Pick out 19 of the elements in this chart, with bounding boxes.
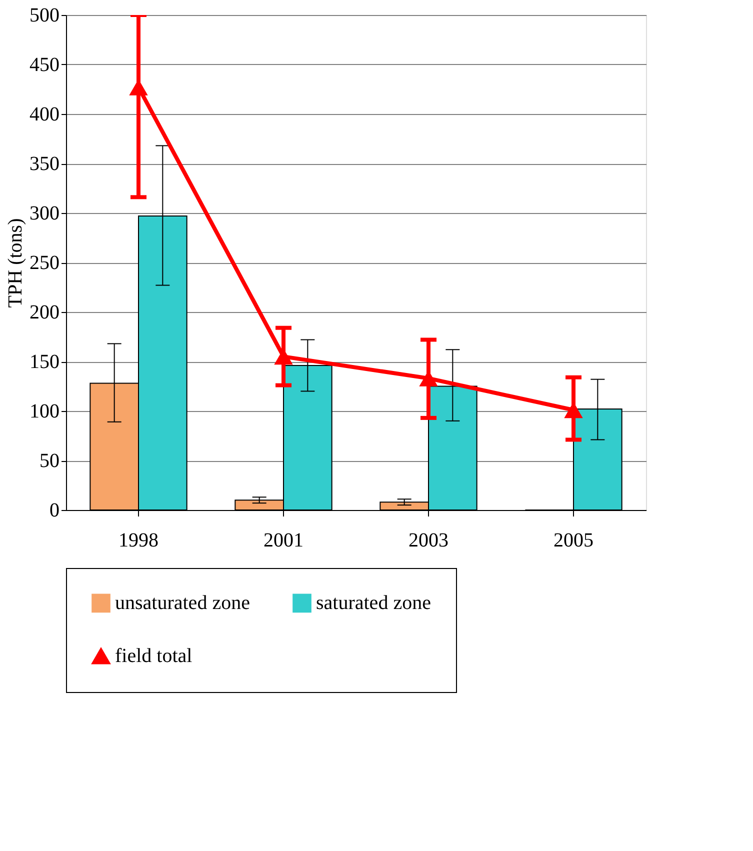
y-tick-label: 0 [50,500,60,522]
y-tick-label: 450 [30,54,60,76]
x-tick-label: 1998 [118,530,158,552]
y-axis-title: TPH (tons) [4,218,26,308]
y-tick-label: 350 [30,153,60,175]
y-tick-label: 50 [40,450,60,472]
legend-label: field total [115,645,193,667]
y-tick-label: 500 [30,4,60,26]
y-tick-label: 200 [30,302,60,324]
x-tick-label: 2001 [264,530,304,552]
legend-label: saturated zone [316,592,432,614]
y-tick-label: 300 [30,202,60,224]
y-tick-label: 100 [30,400,60,422]
legend-label: unsaturated zone [115,592,250,614]
x-tick-label: 2003 [408,530,448,552]
y-tick-label: 400 [30,104,60,126]
y-tick-label: 150 [30,351,60,373]
x-tick-label: 2005 [554,530,594,552]
y-tick-label: 250 [30,252,60,274]
